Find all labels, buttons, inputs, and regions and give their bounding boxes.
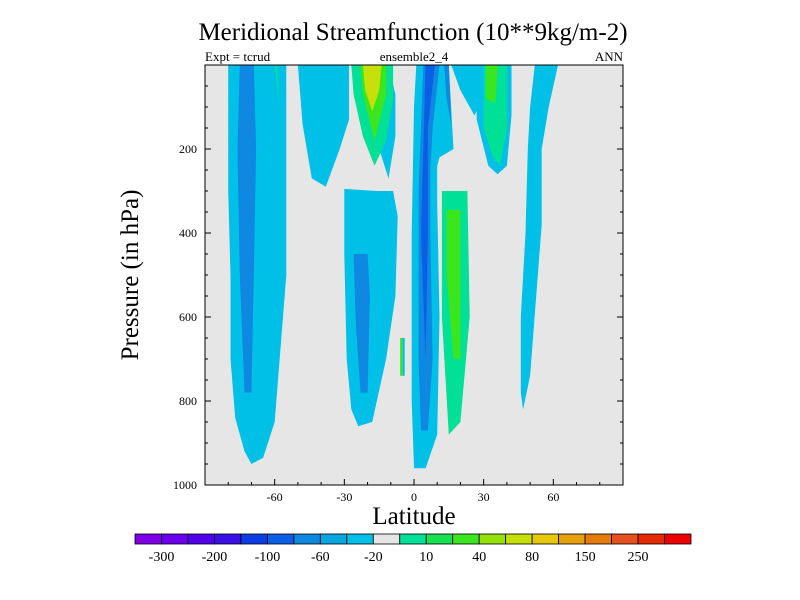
contour-region <box>274 65 280 107</box>
colorbar-swatch <box>425 533 454 545</box>
x-tick-label: 0 <box>411 490 417 504</box>
colorbar-swatch <box>664 533 692 545</box>
colorbar-swatch <box>611 533 639 545</box>
x-axis-label: Latitude <box>372 503 455 530</box>
colorbar-swatch <box>346 533 374 545</box>
colorbar-swatch <box>293 533 321 545</box>
x-tick-label: 30 <box>478 490 490 504</box>
colorbar-swatch <box>558 533 586 545</box>
colorbar-swatch <box>161 533 189 545</box>
y-tick-label: 1000 <box>173 478 197 492</box>
y-tick-label: 800 <box>179 394 197 408</box>
chart-title: Meridional Streamfunction (10**9kg/m-2) <box>198 19 627 46</box>
contour-region <box>451 65 479 116</box>
colorbar-swatch <box>637 533 665 545</box>
colorbar-label: -100 <box>255 550 281 565</box>
colorbar-label: -20 <box>364 550 383 565</box>
colorbar-swatch <box>214 533 242 545</box>
colorbar-label: 250 <box>628 550 649 565</box>
x-tick-label: -30 <box>336 490 352 504</box>
contour-region <box>353 254 370 393</box>
colorbar-swatch <box>134 533 162 545</box>
subtitle-center: ensemble2_4 <box>380 49 449 64</box>
contour-region <box>274 65 282 179</box>
y-axis-label: Pressure (in hPa) <box>117 190 144 361</box>
subtitle-right: ANN <box>595 49 624 64</box>
contour-region <box>486 65 498 103</box>
colorbar: -300 -200 -100 -60 -20 10 40 80 150 250 <box>134 533 692 565</box>
contour-region <box>520 65 558 410</box>
y-axis: 200 400 600 800 1000 <box>173 85 623 492</box>
colorbar-label: 10 <box>419 550 433 565</box>
colorbar-swatch <box>319 533 348 545</box>
contour-region <box>444 65 452 124</box>
y-tick-label: 200 <box>179 142 197 156</box>
colorbar-swatch <box>584 533 612 545</box>
colorbar-swatch <box>372 533 401 545</box>
contour-region <box>446 209 461 359</box>
contour-region <box>400 338 403 376</box>
contour-region <box>237 65 257 393</box>
colorbar-label: 40 <box>472 550 486 565</box>
x-tick-label: -60 <box>267 490 283 504</box>
x-axis: -60 -30 0 30 60 <box>227 479 601 504</box>
colorbar-label: -300 <box>149 550 175 565</box>
contour-region <box>297 65 349 187</box>
colorbar-swatch <box>187 533 215 545</box>
x-tick-label: 60 <box>547 490 559 504</box>
contour-region <box>421 65 435 359</box>
plot-area <box>204 64 624 486</box>
y-tick-label: 600 <box>179 310 197 324</box>
contour-region <box>402 338 405 376</box>
colorbar-label: 150 <box>575 550 596 565</box>
colorbar-swatch <box>452 533 480 545</box>
colorbar-label: -60 <box>311 550 330 565</box>
colorbar-swatch <box>266 533 295 545</box>
colorbar-swatch <box>240 533 268 545</box>
colorbar-swatch <box>531 533 560 545</box>
y-tick-label: 400 <box>179 226 197 240</box>
colorbar-swatch <box>399 533 427 545</box>
colorbar-swatch <box>478 533 507 545</box>
colorbar-label: 80 <box>525 550 539 565</box>
contour-region <box>362 65 382 112</box>
colorbar-label: -200 <box>202 550 228 565</box>
contour-region <box>344 188 398 427</box>
colorbar-swatch <box>505 533 533 545</box>
subtitle-left: Expt = tcrud <box>205 49 271 64</box>
